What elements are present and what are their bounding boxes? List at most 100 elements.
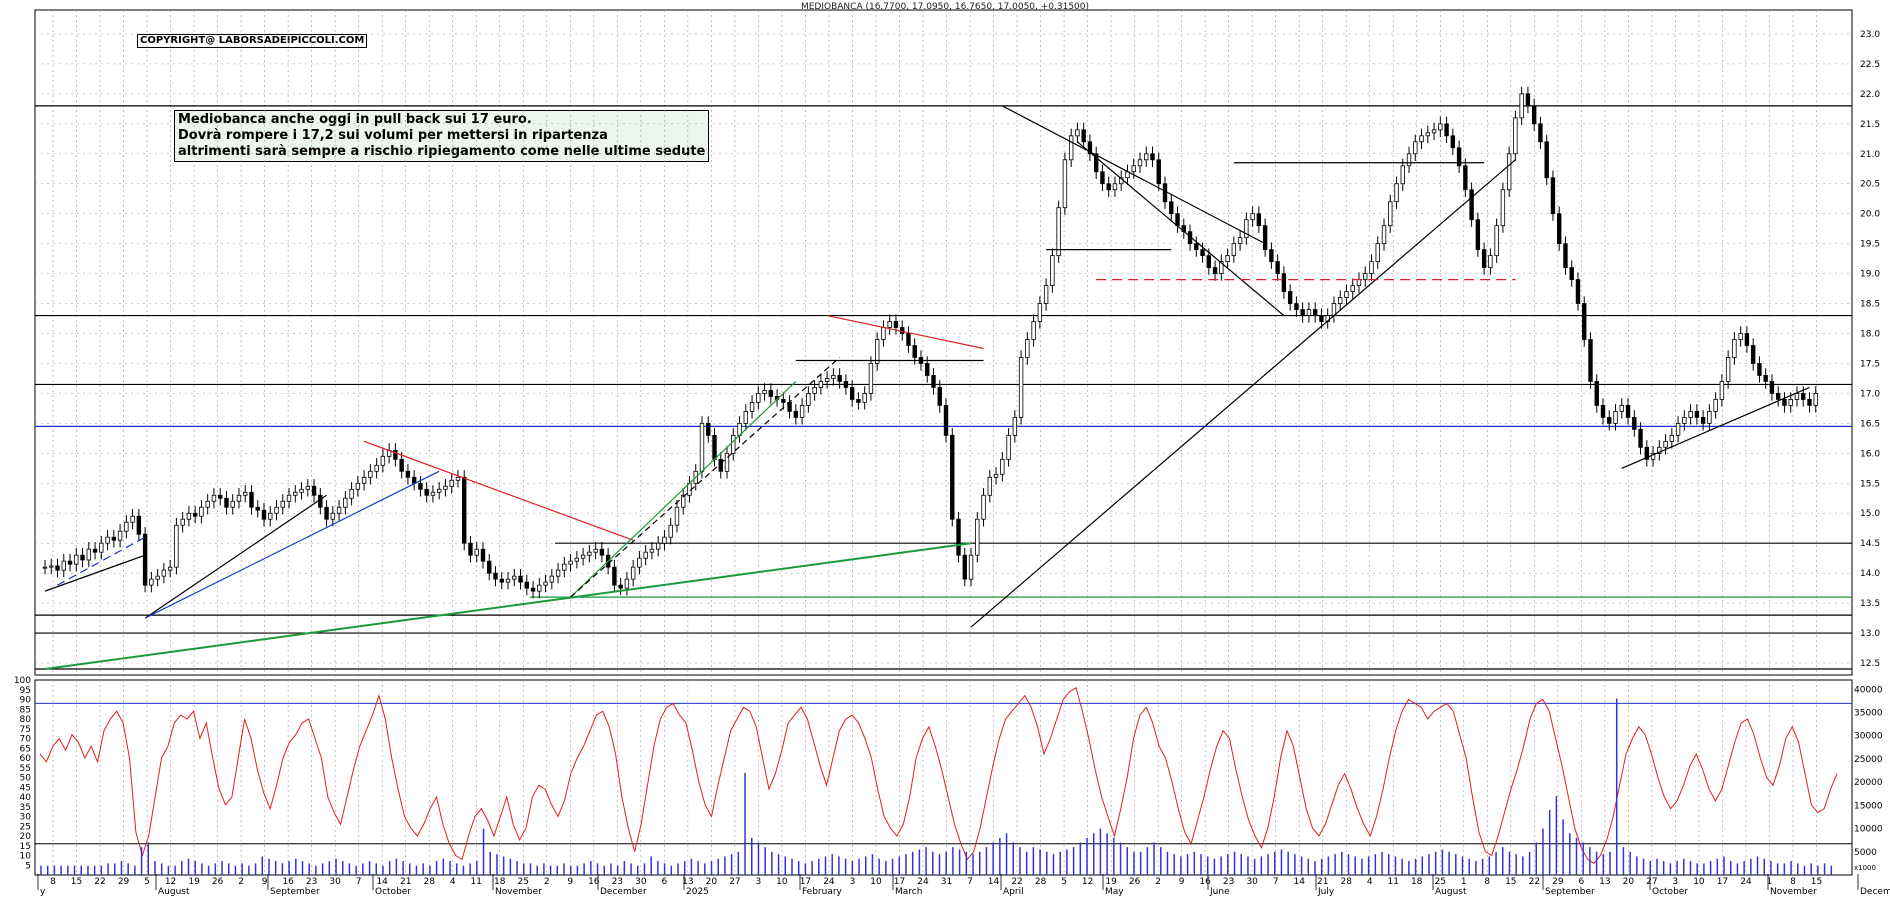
candle-body (167, 566, 173, 571)
x-tick-label: 20 (706, 877, 718, 887)
candle-body (987, 476, 993, 496)
candle-body (950, 434, 955, 520)
candle-body (1162, 183, 1168, 203)
candle-body (1231, 243, 1237, 257)
candle-body (1262, 225, 1268, 251)
trend-line (44, 554, 146, 592)
x-tick-label: 12 (1082, 877, 1093, 887)
candle-body (349, 488, 354, 499)
candle-body (837, 375, 842, 382)
candle-body (912, 345, 917, 358)
oscillator-tick-label: 5 (25, 861, 31, 871)
candle-body (1575, 279, 1581, 304)
oscillator-tick-label: 10 (20, 852, 32, 862)
oscillator-line (39, 687, 1838, 864)
candle-body (524, 581, 529, 589)
candle-body (443, 485, 448, 490)
x-tick-label: 17 (800, 877, 811, 887)
x-tick-label: 7 (1273, 877, 1279, 887)
candle-body (474, 548, 479, 556)
candle-body (411, 476, 417, 484)
candle-body (1694, 410, 1700, 418)
candle-body (931, 375, 936, 388)
candle-body (1156, 159, 1161, 185)
x-tick-label: 10 (1693, 877, 1705, 887)
candle-body (393, 449, 398, 460)
x-month-label: June (1209, 887, 1230, 897)
x-tick-label: 12 (165, 877, 176, 887)
copyright-label: COPYRIGHT@ LABORSADEIPICCOLI.COM (137, 34, 368, 48)
candle-body (1475, 219, 1481, 251)
candle-body (1306, 309, 1312, 316)
candle-body (1675, 422, 1681, 436)
candle-body (1419, 135, 1424, 143)
candle-body (768, 390, 774, 397)
candle-body (1600, 405, 1606, 418)
price-tick-label: 22.0 (1860, 90, 1880, 100)
candle-body (1550, 177, 1556, 215)
x-month-label: y (40, 887, 46, 897)
candle-body (136, 515, 142, 535)
x-tick-label: 19 (1105, 877, 1117, 887)
candle-body (99, 542, 104, 553)
volume-tick-label: 40000 (1854, 685, 1883, 695)
candle-body (1769, 381, 1775, 394)
candle-body (374, 464, 379, 472)
candle-body (274, 506, 279, 514)
x-tick-label: 8 (50, 877, 56, 887)
x-tick-label: 22 (94, 877, 105, 887)
candle-body (1000, 458, 1005, 475)
volume-tick-label: 30000 (1854, 732, 1883, 742)
x-month-label: October (375, 887, 411, 897)
x-tick-label: 6 (1578, 877, 1584, 887)
candle-body (1312, 309, 1318, 316)
candle-body (555, 569, 561, 577)
price-tick-label: 18.5 (1860, 300, 1880, 310)
candle-body (1250, 213, 1255, 221)
candle-body (1732, 339, 1737, 358)
oscillator-tick-label: 100 (14, 676, 31, 686)
candle-body (849, 387, 855, 400)
candle-body (1813, 393, 1818, 406)
candle-body (1807, 399, 1812, 406)
candle-body (1744, 333, 1750, 346)
x-tick-label: 29 (1552, 877, 1564, 887)
candle-body (1494, 225, 1499, 257)
oscillator-tick-label: 70 (20, 735, 32, 745)
price-panel-frame (34, 9, 1853, 676)
candle-body (480, 548, 486, 562)
x-tick-label: 27 (729, 877, 740, 887)
candle-body (1563, 243, 1568, 269)
candle-body (117, 530, 123, 541)
candle-body (74, 554, 79, 565)
x-tick-label: 22 (1529, 877, 1540, 887)
candle-body (624, 578, 630, 589)
x-tick-label: 30 (1246, 877, 1258, 887)
x-tick-label: 15 (1505, 877, 1516, 887)
x-month-label: December (1860, 887, 1890, 897)
candle-body (731, 434, 736, 454)
candle-body (1757, 363, 1762, 376)
candle-body (1056, 207, 1061, 257)
candle-body (430, 491, 436, 496)
x-tick-label: 9 (567, 877, 573, 887)
candle-body (1500, 189, 1506, 227)
candle-body (1050, 255, 1055, 286)
candle-body (1738, 333, 1743, 340)
candle-body (824, 378, 830, 382)
candle-body (1037, 303, 1043, 322)
x-tick-label: 13 (682, 877, 693, 887)
candle-body (1287, 291, 1293, 304)
candle-body (1350, 285, 1355, 292)
candle-body (1100, 171, 1105, 185)
candle-body (1538, 123, 1543, 143)
candle-body (192, 512, 198, 517)
candle-body (61, 560, 66, 571)
x-tick-label: 7 (967, 877, 973, 887)
x-tick-label: 3 (1673, 877, 1679, 887)
candle-body (643, 551, 648, 559)
candle-body (1525, 93, 1531, 107)
x-tick-label: 23 (1223, 877, 1234, 887)
candle-body (831, 375, 836, 379)
candle-body (812, 387, 817, 394)
